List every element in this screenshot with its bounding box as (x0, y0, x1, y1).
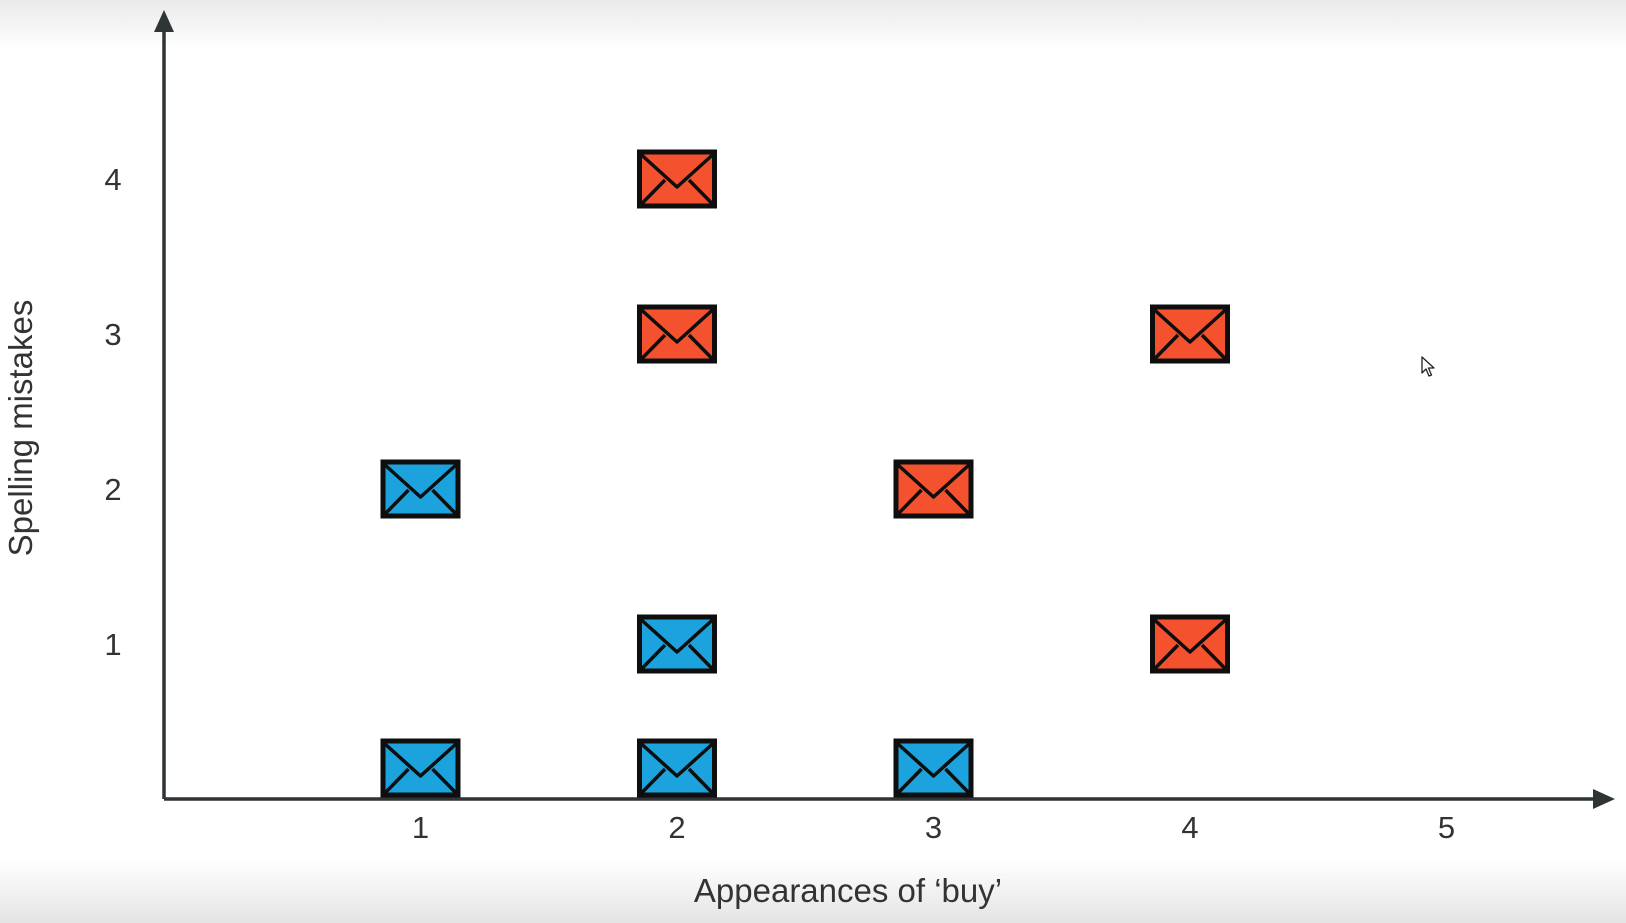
x-tick-label: 2 (668, 810, 685, 845)
envelope-icon (1150, 304, 1230, 364)
data-points (380, 149, 1230, 798)
envelope-icon (893, 738, 974, 798)
y-tick-label: 4 (104, 162, 121, 197)
y-tick-label: 3 (104, 317, 121, 352)
y-axis-label: Spelling mistakes (2, 300, 39, 557)
x-axis-arrow-icon (1593, 789, 1615, 809)
envelope-icon (637, 304, 717, 364)
x-tick-label: 4 (1181, 810, 1198, 845)
envelope-icon (893, 459, 974, 519)
y-tick-labels: 1 2 3 4 (104, 162, 121, 662)
envelope-icon (380, 738, 461, 798)
y-axis-arrow-icon (154, 10, 174, 32)
mouse-cursor-icon (1421, 356, 1435, 377)
x-axis-label: Appearances of ‘buy’ (694, 872, 1002, 909)
x-tick-labels: 1 2 3 4 5 (412, 810, 1455, 845)
x-tick-label: 1 (412, 810, 429, 845)
axes (154, 10, 1615, 809)
x-tick-label: 5 (1438, 810, 1455, 845)
envelope-icon (380, 459, 461, 519)
envelope-icon (637, 149, 717, 209)
y-tick-label: 1 (104, 627, 121, 662)
envelope-icon (637, 614, 717, 674)
envelope-icon (637, 738, 717, 798)
y-tick-label: 2 (104, 472, 121, 507)
envelope-icon (1150, 614, 1230, 674)
x-tick-label: 3 (925, 810, 942, 845)
